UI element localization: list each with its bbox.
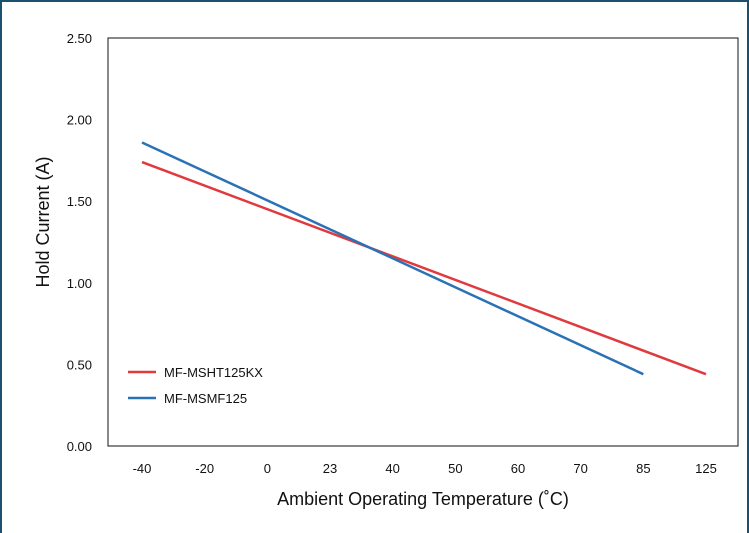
y-tick-label: 0.00	[67, 439, 92, 454]
y-axis-ticks: 0.00 0.50 1.00 1.50 2.00 2.50	[67, 31, 92, 454]
legend: MF-MSHT125KX MF-MSMF125	[128, 365, 263, 406]
x-tick-label: 125	[695, 461, 717, 476]
x-tick-label: 60	[511, 461, 525, 476]
legend-label: MF-MSHT125KX	[164, 365, 263, 380]
y-tick-label: 2.00	[67, 113, 92, 128]
y-tick-label: 0.50	[67, 357, 92, 372]
x-tick-label: 70	[573, 461, 587, 476]
x-tick-label: 40	[385, 461, 399, 476]
series-line-0	[141, 160, 707, 376]
legend-label: MF-MSMF125	[164, 391, 247, 406]
y-tick-label: 1.00	[67, 276, 92, 291]
x-tick-label: 85	[636, 461, 650, 476]
series-line-1	[141, 141, 644, 376]
x-axis-ticks: -40 -20 0 23 40 50 60 70 85 125	[133, 461, 717, 476]
x-tick-label: 23	[323, 461, 337, 476]
chart-frame-right-edge	[747, 0, 749, 533]
x-tick-label: -40	[133, 461, 152, 476]
x-tick-label: 0	[264, 461, 271, 476]
y-axis-title: Hold Current (A)	[33, 156, 53, 287]
plot-area	[107, 37, 739, 447]
x-tick-label: 50	[448, 461, 462, 476]
y-tick-label: 2.50	[67, 31, 92, 46]
series-lines	[141, 141, 707, 376]
y-tick-label: 1.50	[67, 194, 92, 209]
x-axis-title: Ambient Operating Temperature (˚C)	[277, 489, 569, 509]
x-tick-label: -20	[195, 461, 214, 476]
